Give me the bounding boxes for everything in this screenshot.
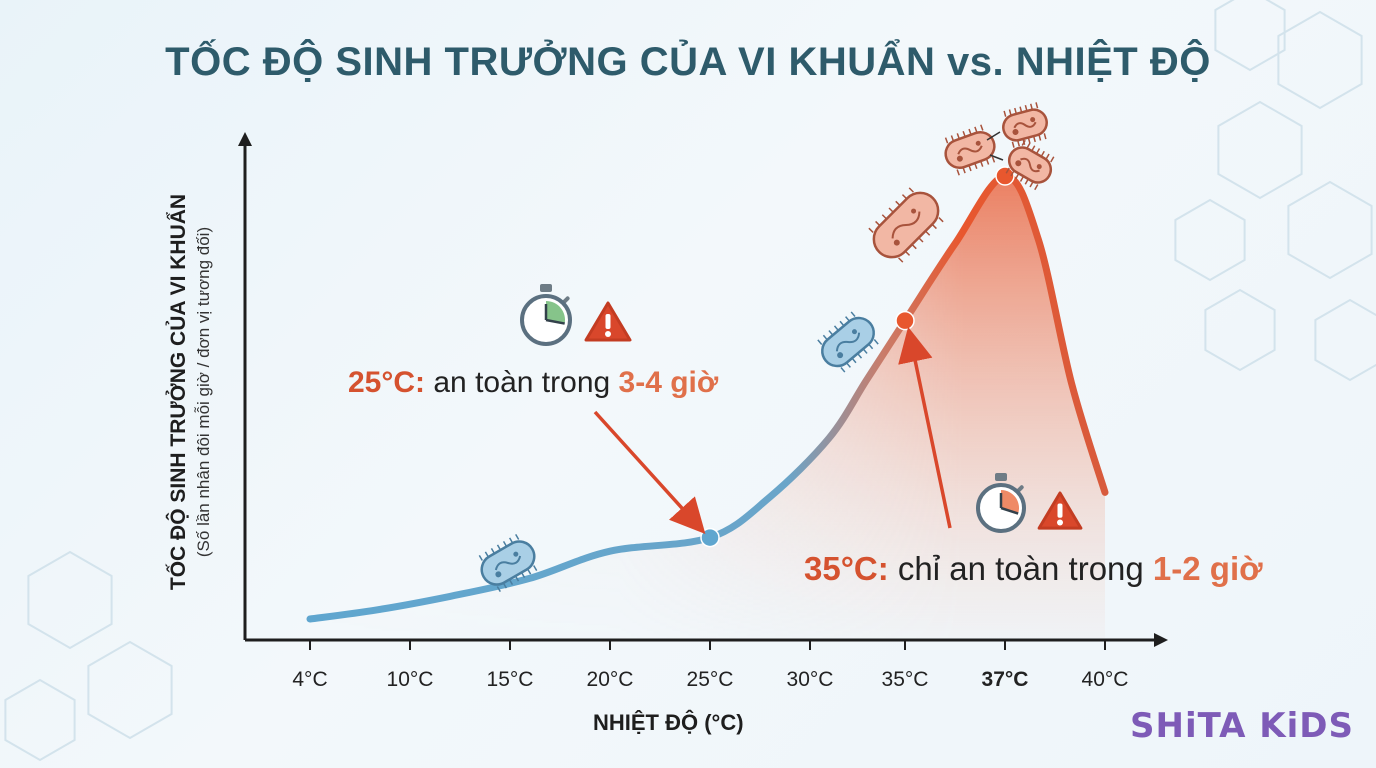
hexagon-decoration (1174, 198, 1246, 282)
hexagon-decoration (1277, 10, 1363, 110)
bacteria-icon (817, 311, 879, 373)
data-marker (995, 166, 1015, 186)
annotation-25c: 25°C: an toàn trong 3-4 giờ (348, 366, 718, 400)
bacteria-icon (478, 533, 538, 593)
bacteria-icon (1002, 102, 1048, 148)
annotation-25c-text: an toàn trong (433, 366, 611, 399)
data-marker (895, 310, 915, 331)
stopwatch-icon (976, 473, 1026, 533)
stopwatch-icon (520, 284, 572, 346)
x-axis-arrowhead (1154, 633, 1168, 647)
x-tick-label: 35°C (882, 668, 929, 691)
annotation-35c-text: chỉ an toàn trong (897, 550, 1144, 587)
y-axis-label: TỐC ĐỘ SINH TRƯỞNG CỦA VI KHUẨN (167, 193, 190, 591)
x-tick-label: 30°C (787, 668, 834, 691)
annotation-arrow-35c (898, 326, 952, 529)
annotation-25c-temp: 25°C: (348, 366, 426, 399)
x-tick-label: 20°C (587, 668, 634, 691)
annotation-35c-temp: 35°C: (804, 550, 889, 587)
x-tick-label: 25°C (687, 668, 734, 691)
y-axis-arrowhead (238, 132, 252, 146)
hexagon-decoration (1287, 180, 1373, 280)
chart-title: TỐC ĐỘ SINH TRƯỞNG CỦA VI KHUẨN vs. NHIỆ… (165, 40, 1211, 84)
bacteria-icon (944, 124, 996, 176)
x-tick-label: 4°C (292, 668, 327, 691)
axes (238, 132, 1168, 647)
warning-icon (584, 301, 632, 342)
curve-area-fill (310, 175, 1105, 638)
hexagon-decoration (1217, 100, 1303, 200)
hexagon-decoration (87, 640, 173, 740)
series-line (306, 172, 1109, 623)
division-arrow-icon (986, 131, 1001, 141)
annotation-arrow-25c (593, 410, 706, 534)
x-axis-label: NHIỆT ĐỘ (°C) (593, 710, 744, 735)
data-marker (700, 527, 720, 548)
division-arrow-icon (989, 154, 1004, 161)
annotation-25c-duration: 3-4 giờ (618, 366, 719, 399)
brand-logo: SHiTA KiDS (1130, 706, 1355, 746)
x-tick-label: 40°C (1082, 668, 1129, 691)
dividing-bacteria-icon (868, 187, 944, 263)
hexagon-decoration (27, 550, 113, 650)
hexagon-decoration (4, 678, 76, 762)
bacteria-icon (1005, 139, 1055, 191)
y-axis-label-group: TỐC ĐỘ SINH TRƯỞNG CỦA VI KHUẨN (Số lần … (166, 112, 226, 672)
hexagon-decoration (1204, 288, 1276, 372)
warning-icon (1037, 491, 1083, 530)
y-axis-sublabel: (Số lần nhân đôi mỗi giờ / đơn vị tương … (194, 226, 213, 558)
hexagon-decoration (1314, 298, 1376, 382)
annotation-35c: 35°C: chỉ an toàn trong 1-2 giờ (804, 550, 1263, 588)
x-tick-label: 37°C (982, 668, 1029, 691)
x-tick-label: 15°C (487, 668, 534, 691)
hexagon-decoration (1214, 0, 1286, 72)
annotation-35c-duration: 1-2 giờ (1152, 550, 1263, 587)
x-tick-label: 10°C (387, 668, 434, 691)
